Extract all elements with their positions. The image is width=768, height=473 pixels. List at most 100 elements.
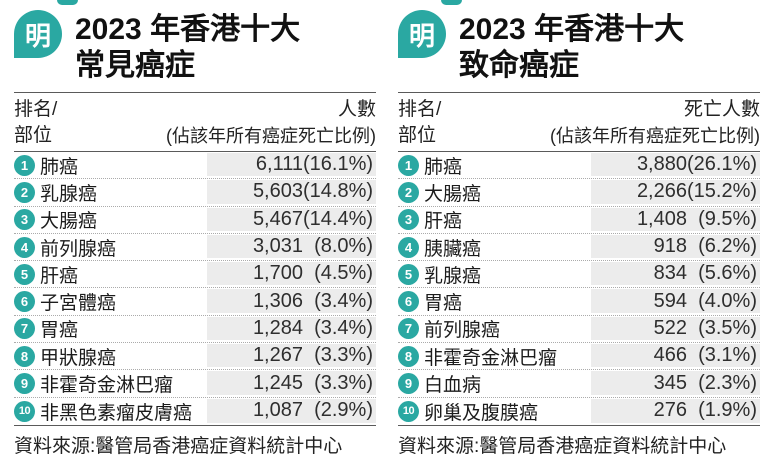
cancer-name: 非霍奇金淋巴瘤 [40, 375, 174, 397]
column-header: 排名/ 部位 死亡人數 (佔該年所有癌症死亡比例) [398, 93, 760, 151]
cancer-name: 肝癌 [40, 265, 79, 287]
percent-value: (14.4%) [303, 207, 374, 230]
cancer-name: 乳腺癌 [40, 183, 98, 205]
count-value: 1,408 [636, 207, 687, 230]
value-cell: 1,087 (2.9%) [207, 398, 376, 423]
percent-value: (9.5%) [698, 207, 757, 230]
cancer-name: 子宮體癌 [40, 293, 117, 315]
source-note: 資料來源:醫管局香港癌症資料統計中心 [14, 436, 343, 457]
value-cell: 1,408 (9.5%) [591, 207, 760, 231]
value-cell: 3,880 (26.1%) [591, 153, 760, 177]
cancer-name: 非霍奇金淋巴瘤 [424, 347, 558, 369]
cancer-name: 非黑色素瘤皮膚癌 [40, 402, 193, 424]
cancer-name: 大腸癌 [424, 183, 482, 205]
divider-header [398, 151, 760, 152]
count-value: 3,880 [636, 153, 687, 176]
divider-top [14, 92, 376, 93]
count-value: 1,700 [252, 262, 303, 285]
value-cell: 5,603 (14.8%) [207, 180, 376, 204]
count-value: 1,284 [252, 316, 303, 339]
rank-column-header: 排名/ 部位 [398, 97, 441, 151]
source-note: 資料來源:醫管局香港癌症資料統計中心 [398, 436, 727, 457]
percent-value: (2.3%) [698, 371, 757, 394]
cancer-name: 肺癌 [424, 156, 463, 178]
panel-title-line1: 2023 年香港十大 [459, 13, 685, 46]
percent-value: (5.6%) [698, 262, 757, 285]
panel-header: 明 2023 年香港十大 常見癌症 [14, 10, 376, 92]
column-header: 排名/ 部位 人數 (佔該年所有癌症死亡比例) [14, 93, 376, 151]
rank-badge: 8 [398, 345, 419, 367]
mingpao-logo-icon: 明 [398, 10, 446, 58]
panel-common-cancers: 明 2023 年香港十大 常見癌症 排名/ 部位 人數 (佔該年所有癌症死亡比例… [14, 10, 376, 457]
count-value: 5,603 [252, 180, 303, 203]
table-row: 466 (3.1%) 8 非霍奇金淋巴瘤 [398, 343, 760, 371]
value-cell: 1,245 (3.3%) [207, 371, 376, 395]
table-row: 5,603 (14.8%) 2 乳腺癌 [14, 179, 376, 207]
divider-bottom [398, 425, 760, 426]
value-cell: 5,467 (14.4%) [207, 207, 376, 231]
value-cell: 1,306 (3.4%) [207, 289, 376, 313]
percent-value: (3.5%) [698, 316, 757, 339]
percent-value: (2.9%) [314, 399, 373, 422]
count-value: 918 [653, 235, 687, 258]
value-cell: 345 (2.3%) [591, 371, 760, 395]
value-cell: 466 (3.1%) [591, 344, 760, 368]
value-cell: 276 (1.9%) [591, 398, 760, 423]
count-value: 1,267 [252, 344, 303, 367]
table-row: 345 (2.3%) 9 白血病 [398, 370, 760, 398]
value-cell: 1,267 (3.3%) [207, 344, 376, 368]
cancer-name: 肺癌 [40, 156, 79, 178]
panel-fatal-cancers: 明 2023 年香港十大 致命癌症 排名/ 部位 死亡人數 (佔該年所有癌症死亡… [384, 0, 768, 473]
panel-title-line2: 常見癌症 [75, 49, 195, 82]
divider-top [398, 92, 760, 93]
table-row: 1,306 (3.4%) 6 子宮體癌 [14, 288, 376, 316]
count-value: 1,306 [252, 289, 303, 312]
count-value: 594 [653, 289, 687, 312]
percent-value: (1.9%) [698, 399, 757, 422]
panel-title-line2: 致命癌症 [459, 49, 579, 82]
cancer-name: 前列腺癌 [424, 320, 501, 342]
percent-value: (3.3%) [314, 371, 373, 394]
count-value: 276 [653, 399, 687, 422]
rank-badge: 2 [398, 181, 419, 203]
rank-header-line2: 部位 [14, 125, 53, 146]
percent-value: (16.1%) [303, 153, 374, 176]
table-row: 1,267 (3.3%) 8 甲狀腺癌 [14, 343, 376, 371]
value-column-header: 人數 (佔該年所有癌症死亡比例) [57, 97, 376, 151]
cancer-name: 大腸癌 [40, 211, 98, 233]
mingpao-logo-icon: 明 [14, 10, 62, 58]
value-header-label: 人數 [337, 99, 376, 120]
rank-badge: 7 [14, 318, 35, 340]
percent-value: (3.1%) [698, 344, 757, 367]
rank-header-line2: 部位 [398, 125, 437, 146]
table-row: 522 (3.5%) 7 前列腺癌 [398, 316, 760, 344]
count-value: 6,111 [255, 153, 303, 176]
rank-badge: 7 [398, 318, 419, 340]
top-crop-artifact [441, 0, 462, 5]
rank-badge: 10 [14, 400, 35, 422]
table-body: 6,111 (16.1%) 1 肺癌 5,603 (14.8%) 2 乳腺癌 5,4… [14, 152, 376, 425]
rank-badge: 3 [398, 209, 419, 231]
value-cell: 2,266 (15.2%) [591, 180, 760, 204]
rank-header-line1: 排名/ [14, 99, 58, 120]
rank-header-line1: 排名/ [398, 99, 442, 120]
rank-badge: 1 [398, 154, 419, 176]
cancer-name: 甲狀腺癌 [40, 347, 117, 369]
percent-value: (8.0%) [314, 235, 373, 258]
value-cell: 594 (4.0%) [591, 289, 760, 313]
value-header-note: (佔該年所有癌症死亡比例) [550, 126, 760, 146]
value-cell: 3,031 (8.0%) [207, 234, 376, 259]
value-column-header: 死亡人數 (佔該年所有癌症死亡比例) [441, 97, 760, 151]
rank-badge: 5 [14, 263, 35, 285]
panel-title: 2023 年香港十大 致命癌症 [459, 12, 684, 84]
table-row: 1,408 (9.5%) 3 肝癌 [398, 207, 760, 234]
rank-badge: 10 [398, 400, 419, 422]
percent-value: (3.4%) [314, 316, 373, 339]
table-row: 1,700 (4.5%) 5 肝癌 [14, 261, 376, 289]
value-cell: 834 (5.6%) [591, 262, 760, 286]
count-value: 522 [653, 316, 687, 339]
table-row: 276 (1.9%) 10 卵巢及腹膜癌 [398, 398, 760, 425]
count-value: 834 [653, 262, 687, 285]
count-value: 1,087 [252, 399, 303, 422]
